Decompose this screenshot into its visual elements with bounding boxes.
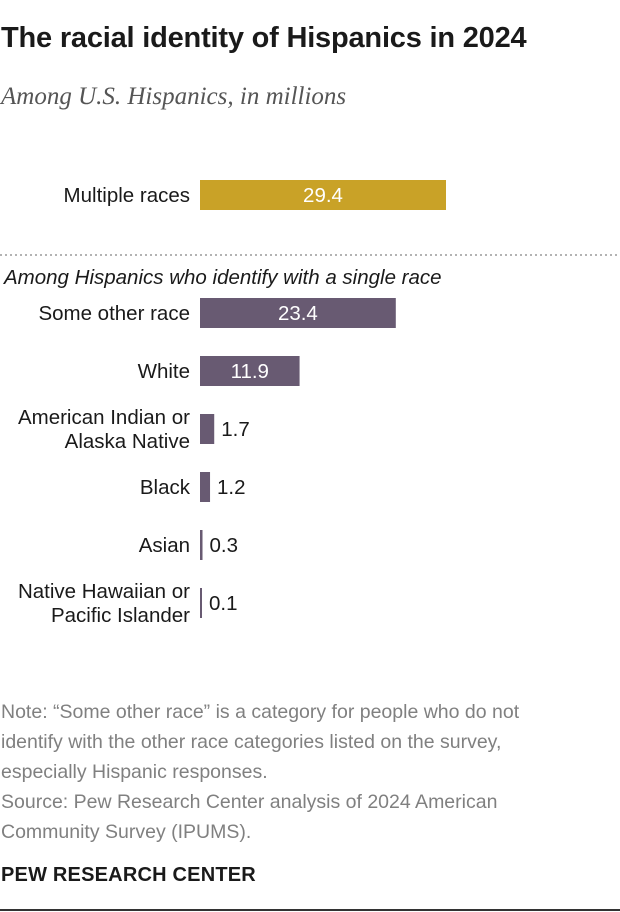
note-line: especially Hispanic responses.: [1, 761, 268, 783]
value-label: 29.4: [303, 184, 343, 207]
value-label: 23.4: [278, 302, 318, 325]
bar-1-5: [200, 588, 202, 618]
group-label: Among Hispanics who identify with a sing…: [2, 266, 442, 289]
category-label: Some other race: [38, 302, 190, 325]
bottom-divider: [0, 909, 620, 911]
value-label: 1.7: [221, 418, 250, 441]
source-line: Source: Pew Research Center analysis of …: [1, 791, 498, 813]
chart-subtitle: Among U.S. Hispanics, in millions: [1, 83, 347, 110]
bar-0-0: [200, 180, 446, 210]
bar-chart: Multiple races 29.4 Among Hispanics who id…: [0, 180, 620, 627]
notes-block: Note: “Some other race” is a category fo…: [1, 697, 616, 847]
bar-1-1: [200, 356, 300, 386]
bar-1-0: [200, 298, 396, 328]
value-label: 0.1: [209, 592, 238, 615]
bar-1-2: [200, 414, 215, 444]
value-label: 1.2: [217, 476, 246, 499]
category-label: Alaska Native: [65, 430, 190, 453]
value-label: 0.3: [210, 534, 239, 557]
source-line: Community Survey (IPUMS).: [1, 821, 252, 843]
category-label: Black: [140, 476, 191, 499]
category-label: Native Hawaiian or: [18, 580, 190, 603]
note-line: identify with the other race categories …: [1, 731, 502, 753]
chart-title: The racial identity of Hispanics in 2024: [1, 22, 527, 54]
category-label: White: [138, 360, 190, 383]
category-label: Multiple races: [64, 184, 190, 207]
category-label: American Indian or: [18, 406, 190, 429]
bar-1-3: [200, 472, 211, 502]
category-label: Asian: [139, 534, 190, 557]
note-line: Note: “Some other race” is a category fo…: [1, 701, 520, 723]
bar-1-4: [200, 530, 203, 560]
brand-wordmark: PEW RESEARCH CENTER: [1, 864, 256, 886]
category-label: Pacific Islander: [51, 604, 190, 627]
value-label: 11.9: [231, 360, 269, 383]
